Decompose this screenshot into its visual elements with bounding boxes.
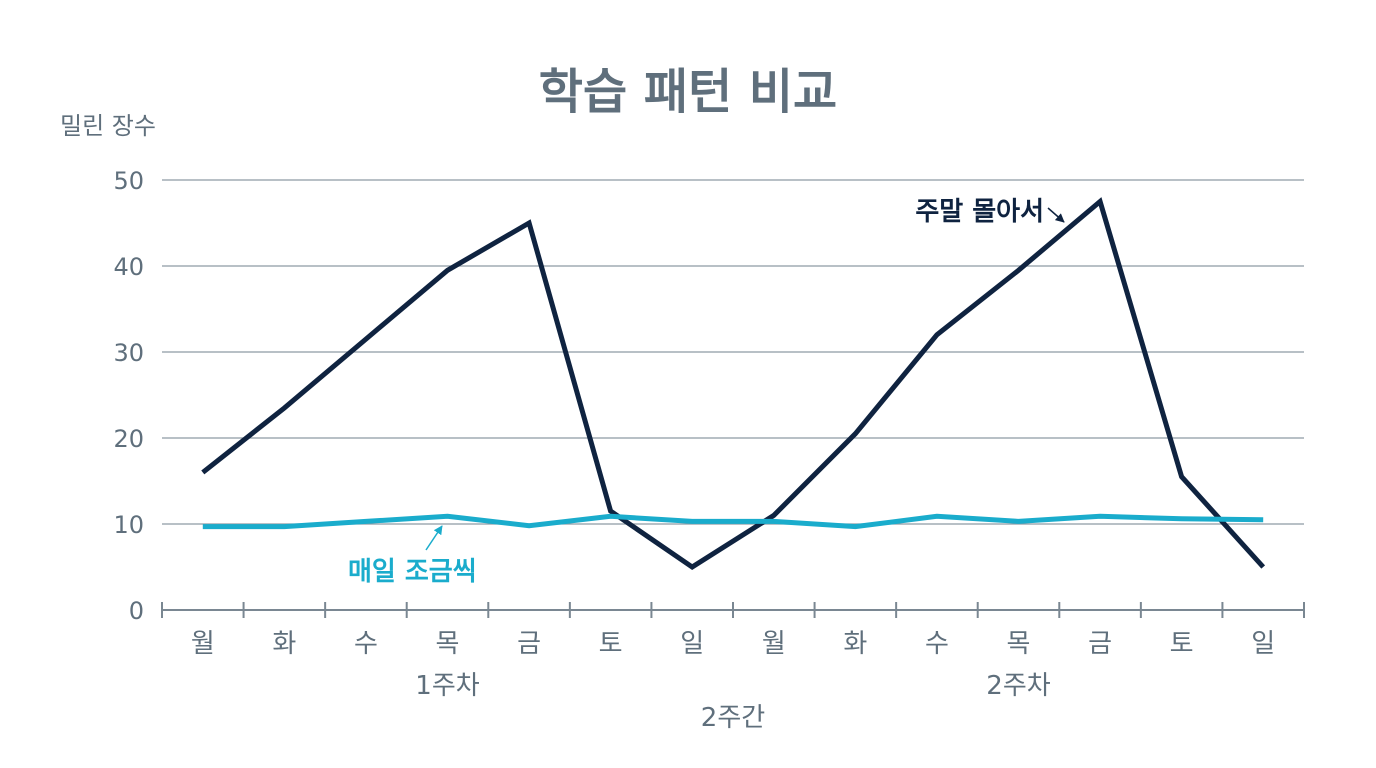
x-tick-label: 화 [843, 629, 867, 659]
week-group-labels: 1주차 2주차 [415, 671, 1050, 701]
x-tick-label: 금 [517, 629, 541, 659]
series-line [202, 513, 1264, 530]
x-tick-label: 일 [680, 629, 704, 659]
y-tick-label: 20 [113, 425, 144, 453]
y-axis-label: 밀린 장수 [60, 112, 156, 140]
annotation-arrow [425, 525, 443, 551]
x-tick-label: 화 [272, 629, 296, 659]
week-label: 1주차 [415, 671, 479, 701]
y-tick-label: 0 [129, 597, 144, 625]
x-tick-label: 금 [1088, 629, 1112, 659]
x-tick-label: 목 [1007, 629, 1031, 659]
y-tick-label: 40 [113, 253, 144, 281]
x-tick-label: 토 [1170, 629, 1194, 659]
annotation-arrow [1047, 207, 1065, 223]
y-tick-label: 30 [113, 339, 144, 367]
grid-lines [162, 179, 1304, 525]
y-tick-labels: 0 10 20 30 40 50 [113, 167, 144, 625]
series-lines [201, 197, 1266, 570]
y-tick-label: 10 [113, 511, 144, 539]
x-tick-label: 수 [354, 629, 378, 659]
x-tick-label: 목 [436, 629, 460, 659]
series-label-weekend: 주말 몰아서 [915, 197, 1044, 227]
x-tick-label: 토 [599, 629, 623, 659]
chart-title: 학습 패턴 비교 [539, 64, 837, 120]
x-axis-label: 2주간 [701, 703, 765, 733]
series-line [201, 197, 1266, 570]
y-tick-label: 50 [113, 167, 144, 195]
x-axis [161, 602, 1305, 618]
x-tick-label: 일 [1251, 629, 1275, 659]
x-tick-label: 월 [191, 629, 215, 659]
series-label-daily: 매일 조금씩 [348, 557, 477, 587]
week-label: 2주차 [986, 671, 1050, 701]
x-tick-label: 월 [762, 629, 786, 659]
x-tick-label: 수 [925, 629, 949, 659]
